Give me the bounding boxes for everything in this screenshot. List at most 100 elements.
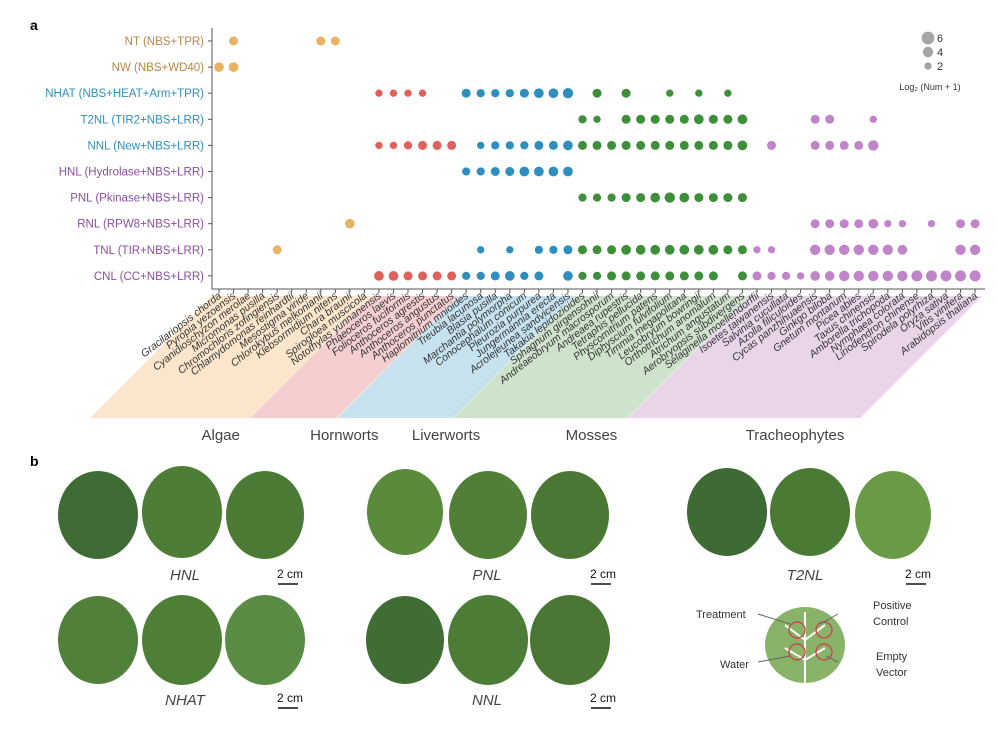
dot — [810, 219, 820, 229]
dot — [969, 244, 981, 255]
dot — [665, 114, 675, 124]
legend-label: 2 — [937, 61, 943, 73]
dot — [693, 244, 704, 255]
dot — [839, 219, 849, 229]
dot — [462, 271, 471, 281]
dot — [723, 140, 733, 150]
dot — [650, 140, 660, 150]
dot — [534, 140, 544, 150]
dot — [432, 271, 442, 281]
dot — [592, 193, 602, 202]
dot — [723, 193, 733, 203]
dot — [650, 244, 661, 255]
dot — [549, 245, 558, 254]
dot — [970, 219, 980, 229]
diagram-label: Control — [873, 616, 908, 628]
dot — [592, 140, 602, 150]
dot — [621, 193, 631, 203]
diagram-label: Treatment — [696, 609, 746, 621]
dot — [534, 271, 544, 281]
dot — [897, 244, 908, 255]
dot — [491, 141, 500, 150]
dot — [869, 115, 877, 123]
dot — [781, 271, 791, 281]
dot — [737, 271, 747, 281]
dot — [694, 271, 704, 281]
group-band — [249, 296, 459, 418]
dot — [925, 270, 937, 282]
dot — [666, 89, 674, 97]
dot — [664, 244, 675, 255]
dot — [956, 219, 966, 229]
dot — [708, 140, 718, 150]
dot — [854, 140, 864, 150]
dot — [898, 220, 907, 228]
dot — [767, 140, 777, 150]
dot — [388, 271, 399, 281]
dot — [810, 140, 820, 150]
dot — [563, 271, 573, 281]
spot — [788, 621, 806, 639]
dot — [927, 220, 936, 228]
group-band — [627, 296, 983, 418]
dot — [839, 244, 850, 255]
dot — [563, 245, 573, 255]
dot — [490, 271, 500, 281]
dot — [519, 166, 530, 177]
dot — [432, 140, 442, 150]
dot — [897, 270, 908, 282]
dot — [636, 114, 646, 124]
leaf — [142, 466, 222, 558]
dot — [592, 88, 602, 98]
dot — [665, 140, 675, 150]
legend-dot — [922, 46, 934, 58]
leaf — [367, 469, 443, 555]
dot — [505, 89, 514, 98]
diagram-label: Positive — [873, 600, 912, 612]
dot — [824, 271, 835, 281]
row-label: TNL (TIR+NBS+LRR) — [93, 245, 204, 257]
leaf — [448, 595, 528, 685]
leaf-photos — [58, 466, 931, 685]
dot — [767, 271, 776, 281]
group-band — [90, 296, 372, 418]
dot — [477, 246, 485, 254]
dot — [519, 88, 529, 98]
dot — [490, 166, 500, 177]
dot — [534, 166, 544, 177]
leaf — [770, 468, 850, 556]
dot — [578, 193, 587, 202]
dot — [592, 245, 602, 255]
dot — [272, 245, 282, 255]
dot — [810, 114, 820, 124]
dot — [504, 271, 515, 281]
dot — [650, 192, 661, 203]
dot — [418, 89, 427, 97]
dot — [650, 271, 660, 281]
dot — [693, 114, 704, 125]
leaf — [58, 471, 138, 559]
dot — [679, 244, 690, 255]
dot — [621, 114, 631, 124]
dot — [389, 141, 398, 150]
dot — [505, 166, 515, 177]
dot — [621, 140, 631, 150]
row-label: NT (NBS+TPR) — [125, 36, 205, 48]
dot — [723, 245, 733, 255]
dot — [695, 89, 703, 97]
dot — [796, 272, 805, 280]
leaf-label: T2NL — [787, 567, 824, 584]
spot — [788, 643, 806, 661]
dot — [520, 141, 529, 150]
group-band — [453, 296, 750, 418]
dot — [679, 271, 689, 281]
dot — [214, 62, 224, 72]
dot — [418, 271, 428, 281]
dot — [664, 192, 675, 203]
axis — [211, 28, 985, 290]
dot — [853, 270, 864, 282]
dot — [607, 271, 617, 281]
row-label: T2NL (TIR2+NBS+LRR) — [80, 114, 204, 126]
dot — [403, 271, 413, 281]
dot — [476, 89, 485, 98]
